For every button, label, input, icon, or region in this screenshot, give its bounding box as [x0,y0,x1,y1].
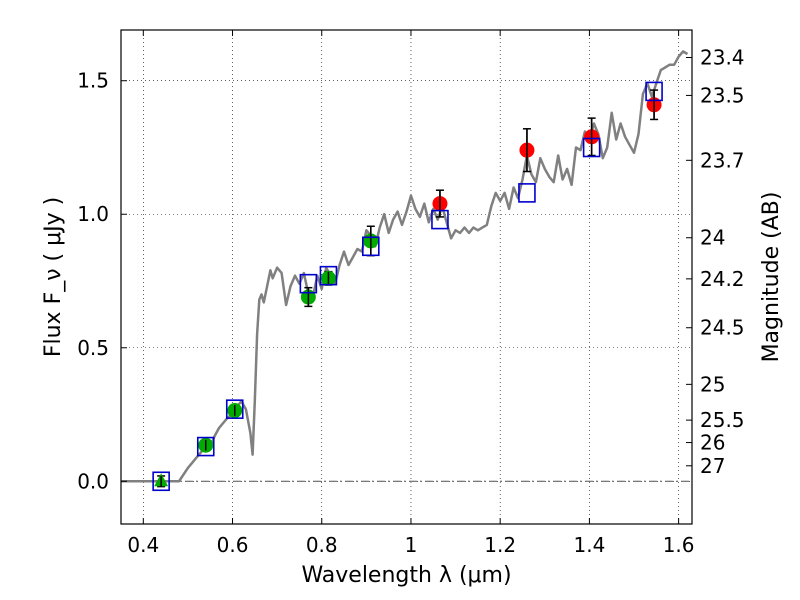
x-tick-label: 0.4 [127,533,159,557]
mag-tick-label: 26 [700,431,725,455]
axis-ticks: 0.4 0.6 0.8 1 1.2 1.4 1.6 0.0 0.5 1.0 1.5 23.4 23.5 2… [77,30,745,557]
x-tick-label: 0.6 [217,533,249,557]
plot-frame [120,29,693,525]
mag-tick-label: 24.2 [700,267,745,291]
mag-tick-label: 23.4 [700,46,745,70]
mag-tick-label: 24 [700,226,725,250]
y-tick-label: 1.5 [77,69,109,93]
model-band-square [582,137,601,158]
x-tick-label: 1.2 [484,533,516,557]
model-band-square [362,236,380,257]
mag-tick-label: 25.5 [700,408,745,432]
y-axis-label: Flux F_ν ( μJy ) [41,197,66,357]
y-tick-label: 0.5 [77,336,109,360]
y-tick-label: 0.0 [77,469,109,493]
x-tick-label: 1 [405,533,418,557]
model-band-square [225,399,244,419]
model-spectrum-line [121,50,689,483]
model-spectrum-layer [121,50,689,483]
mag-tick-label: 23.7 [700,148,745,172]
mag-tick-label: 24.5 [700,316,745,340]
model-band-square [645,81,663,102]
model-band-square [431,209,449,230]
model-band-square [518,183,536,203]
model-band-square [299,273,318,294]
y-tick-label: 1.0 [77,202,109,226]
mag-tick-label: 27 [700,454,725,478]
x-tick-label: 1.6 [663,533,695,557]
x-tick-label: 0.8 [306,533,338,557]
photometry-points-layer [152,81,663,492]
model-band-square [319,265,338,286]
mag-tick-label: 23.5 [700,83,745,107]
mag-tick-label: 25 [700,372,725,396]
model-band-square [152,471,170,492]
x-axis-label: Wavelength λ (μm) [301,563,511,588]
x-tick-label: 1.4 [573,533,605,557]
model-band-square [196,436,215,457]
right-axis-label: Magnitude (AB) [759,192,784,363]
